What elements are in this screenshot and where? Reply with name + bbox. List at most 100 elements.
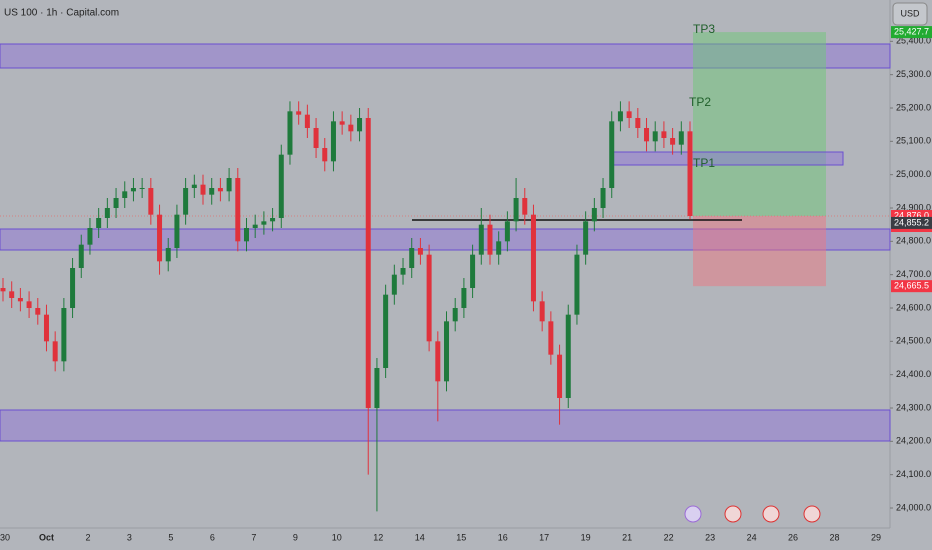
candle-body (626, 111, 632, 118)
y-tick-label: 24,600.0 (896, 302, 931, 312)
y-tick-label: 24,000.0 (896, 502, 931, 512)
candle-body (43, 314, 49, 342)
candle-body (365, 118, 371, 408)
x-tick-label: 21 (622, 532, 632, 542)
candle-body (130, 188, 136, 192)
candle-body (644, 128, 650, 142)
candle-body (70, 268, 76, 308)
candle-body (270, 218, 276, 222)
candle-body (687, 131, 693, 216)
candle-body (78, 244, 84, 268)
currency[interactable]: USD (900, 8, 920, 18)
price-tag (891, 216, 932, 229)
y-tick-label: 25,200.0 (896, 102, 931, 112)
candle-body (609, 121, 615, 188)
candle-body (148, 188, 154, 215)
candle-body (17, 298, 23, 302)
y-tick-label: 24,900.0 (896, 202, 931, 212)
currency-button[interactable] (892, 2, 928, 26)
candle-body (261, 221, 267, 225)
y-tick-label: 24,500.0 (896, 336, 931, 346)
candle-body (374, 368, 380, 408)
event-icon[interactable] (724, 505, 742, 523)
candle-body (330, 121, 336, 162)
candle-body (35, 308, 41, 315)
x-tick-label: 30 (0, 532, 10, 542)
candle-body (209, 188, 215, 195)
candle-body (113, 198, 119, 208)
x-tick-label: 7 (251, 532, 256, 542)
candle-body (574, 254, 580, 315)
price-tag (891, 280, 932, 293)
candle-body (444, 321, 450, 382)
candle-body (600, 188, 606, 208)
candle-body (26, 301, 32, 308)
candle-body (9, 291, 15, 298)
stop-area (693, 216, 826, 287)
candle-body (313, 128, 319, 148)
x-tick-label: 14 (415, 532, 425, 542)
price-tag (891, 26, 932, 39)
candle-body (670, 138, 676, 145)
candle-body (339, 121, 345, 125)
candle-body (235, 178, 241, 242)
x-tick-label: 9 (293, 532, 298, 542)
candle-body (617, 111, 623, 122)
candle-body (157, 214, 163, 262)
price-tag-label: 24,876.0 (894, 210, 929, 220)
candle-body (243, 228, 249, 242)
candle-body (122, 191, 128, 198)
candle-body (652, 131, 658, 142)
y-tick-label: 24,200.0 (896, 436, 931, 446)
candle-body (304, 114, 310, 128)
event-icons (684, 505, 821, 523)
candle-body (87, 228, 93, 245)
y-tick-label: 24,100.0 (896, 469, 931, 479)
x-tick-label: 15 (456, 532, 466, 542)
tp-label: TP3 (693, 22, 715, 36)
y-tick-label: 25,300.0 (896, 69, 931, 79)
candle-body (635, 118, 641, 128)
x-tick-label: Oct (39, 532, 54, 542)
candle-body (530, 214, 536, 302)
event-icon[interactable] (803, 505, 821, 523)
y-tick-label: 24,300.0 (896, 402, 931, 412)
candle-body (548, 321, 554, 355)
candle-body (226, 178, 232, 192)
candle-body (504, 221, 510, 242)
candle-body (513, 198, 519, 222)
candle-body (661, 131, 667, 138)
y-tick-label: 25,400.0 (896, 36, 931, 46)
candle-body (61, 308, 67, 362)
candle-body (96, 218, 102, 228)
candle-body (348, 124, 354, 132)
candle-body (296, 111, 302, 115)
candle-body (522, 198, 528, 215)
candle-body (591, 208, 597, 222)
candle-body (217, 188, 223, 192)
plot (0, 32, 891, 512)
tp-label: TP1 (693, 156, 715, 170)
target-area (693, 32, 826, 216)
candle-body (0, 288, 6, 292)
candle-body (357, 118, 363, 132)
candle-body (539, 301, 545, 322)
x-tick-label: 28 (830, 532, 840, 542)
x-tick-label: 23 (705, 532, 715, 542)
candle-body (391, 274, 397, 295)
x-tick-label: 12 (373, 532, 383, 542)
x-tick-label: 2 (85, 532, 90, 542)
candle-body (139, 188, 145, 189)
price-tag-label: 24,855.2 (894, 217, 929, 227)
x-tick-label: 24 (747, 532, 757, 542)
x-tick-label: 3 (127, 532, 132, 542)
event-icon[interactable] (684, 505, 702, 523)
tp1-box (610, 151, 844, 166)
y-tick-label: 24,700.0 (896, 269, 931, 279)
candle-body (583, 221, 589, 255)
event-icon[interactable] (762, 505, 780, 523)
candle-body (191, 184, 197, 188)
candle-body (322, 148, 328, 162)
candle-body (470, 254, 476, 288)
candle-body (426, 254, 432, 342)
